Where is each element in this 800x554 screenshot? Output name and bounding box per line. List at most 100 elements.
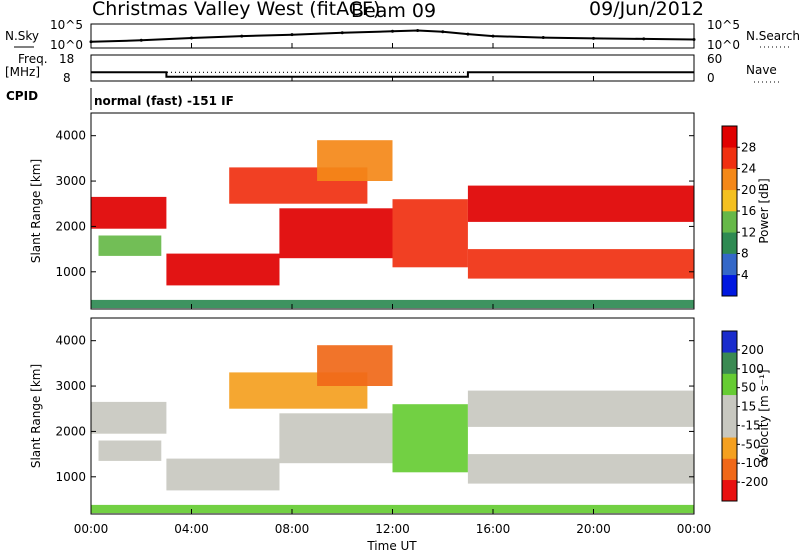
time-axis-label: Time UT	[366, 539, 417, 553]
noise-right-tick-bottom: 10^0	[707, 38, 740, 52]
beam-label: Beam 09	[351, 0, 436, 22]
nsky-point	[466, 32, 470, 36]
velocity-colorbar-label: Velocity [m s⁻¹]	[757, 369, 771, 462]
power-colorbar-swatch	[722, 253, 737, 276]
freq-unit-label: [MHz]	[5, 65, 40, 79]
power-colorbar-tick-label: 16	[741, 204, 756, 218]
time-tick-label: 20:00	[576, 522, 611, 536]
noise-left-tick-bottom: 10^0	[50, 38, 83, 52]
power-colorbar-swatch	[722, 126, 737, 148]
velocity-echo-region	[166, 458, 280, 491]
power-colorbar-tick-label: 4	[741, 268, 749, 282]
time-axis-ticks: 00:00 04:00 08:00 12:00 16:00 20:00 00:00	[74, 43, 712, 536]
power-colorbar-label: Power [dB]	[757, 178, 771, 243]
velocity-colorbar-tick-label: -15	[741, 418, 761, 432]
nsearch-label: N.Search	[746, 29, 800, 43]
velocity-echo-region	[279, 413, 393, 464]
power-ytick-label: 4000	[55, 129, 86, 143]
velocity-colorbar-tick-label: 50	[741, 381, 756, 395]
power-ylabel: Slant Range [km]	[29, 159, 43, 263]
velocity-colorbar-swatch	[722, 394, 737, 417]
noise-series	[89, 28, 696, 44]
nsky-label: N.Sky	[5, 29, 39, 43]
power-colorbar-swatch	[722, 274, 737, 297]
velocity-colorbar-swatch	[722, 331, 737, 353]
power-colorbar-swatch	[722, 168, 737, 191]
power-colorbar-swatch	[722, 232, 737, 254]
power-colorbar-tick-label: 28	[741, 140, 756, 154]
velocity-colorbar-tick-label: -200	[741, 475, 768, 489]
power-echo-region	[317, 140, 393, 181]
power-echo-region	[166, 253, 280, 286]
power-heatmap	[91, 140, 694, 309]
velocity-echo-region	[91, 401, 167, 434]
time-tick-label: 08:00	[275, 522, 310, 536]
power-colorbar-swatch	[722, 189, 737, 212]
nsky-point	[416, 28, 420, 32]
velocity-colorbar-frame	[721, 330, 738, 502]
power-echo-region	[279, 208, 393, 259]
nsky-point	[592, 36, 595, 40]
power-colorbar-swatch	[722, 147, 737, 169]
velocity-echo-region	[392, 404, 468, 473]
freq-right-tick-top: 60	[707, 52, 722, 66]
power-colorbar-tick-label: 8	[741, 247, 749, 261]
power-colorbar: 28 24 20 16 12 8 4	[721, 125, 756, 297]
velocity-echo-region	[98, 440, 162, 461]
power-colorbar-swatch	[722, 211, 737, 233]
power-ytick-label: 1000	[55, 265, 86, 279]
time-tick-label: 04:00	[174, 522, 209, 536]
time-tick-label: 00:00	[74, 522, 109, 536]
velocity-echo-region	[467, 390, 694, 427]
time-tick-label: 00:00	[677, 522, 712, 536]
velocity-colorbar-swatch	[722, 416, 737, 438]
nsky-point	[89, 40, 93, 44]
velocity-colorbar-swatch	[722, 352, 737, 374]
velocity-echo-region	[317, 345, 393, 386]
freq-label: Freq.	[18, 52, 48, 66]
noise-left-tick-top: 10^5	[50, 18, 83, 32]
power-yticks: 1000 2000 3000 4000	[55, 129, 694, 279]
station-title: Christmas Valley West (fitACF)	[92, 0, 380, 20]
power-colorbar-tick-label: 24	[741, 162, 756, 176]
power-echo-region	[467, 185, 694, 222]
power-ytick-label: 3000	[55, 174, 86, 188]
date-label: 09/Jun/2012	[589, 0, 704, 20]
velocity-ytick-label: 1000	[55, 470, 86, 484]
time-tick-label: 16:00	[476, 522, 511, 536]
nsky-point	[692, 37, 696, 41]
velocity-ytick-label: 2000	[55, 424, 86, 438]
velocity-colorbar-swatch	[722, 479, 737, 502]
velocity-colorbar-swatch	[722, 437, 737, 459]
nsky-point	[491, 34, 495, 38]
velocity-ylabel: Slant Range [km]	[29, 364, 43, 468]
power-colorbar-tick-label: 20	[741, 183, 756, 197]
nave-label: Nave	[746, 63, 777, 77]
freq-left-tick-top: 18	[59, 52, 74, 66]
power-echo-region	[467, 249, 694, 279]
velocity-colorbar-tick-label: 200	[741, 343, 764, 357]
nsky-point	[139, 38, 143, 42]
power-ytick-label: 2000	[55, 219, 86, 233]
noise-right-tick-top: 10^5	[707, 18, 740, 32]
time-tick-label: 12:00	[375, 522, 410, 536]
velocity-colorbar-tick-label: 15	[741, 400, 756, 414]
power-colorbar-tick-label: 12	[741, 225, 756, 239]
power-echo-region	[392, 199, 468, 268]
power-echo-region	[98, 235, 162, 256]
freq-series	[91, 71, 694, 78]
nsky-point	[441, 30, 445, 34]
freq-line	[91, 71, 694, 78]
nsky-point	[240, 34, 244, 38]
nsky-point	[541, 36, 545, 40]
cpid-text: normal (fast) -151 IF	[94, 94, 234, 108]
nsky-point	[340, 31, 344, 35]
velocity-colorbar-tick-label: -50	[741, 437, 761, 451]
nsky-point	[290, 33, 294, 37]
velocity-ytick-label: 3000	[55, 379, 86, 393]
nsky-point	[190, 36, 193, 40]
velocity-colorbar-tick-label: -100	[741, 456, 768, 470]
velocity-heatmap	[91, 345, 694, 514]
power-echo-region	[91, 196, 167, 229]
